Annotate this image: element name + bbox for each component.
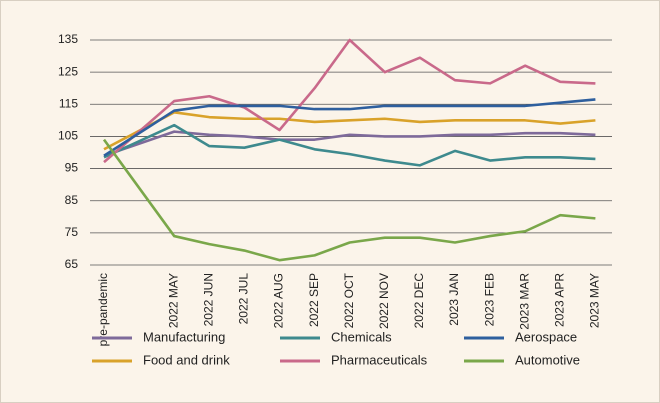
x-tick-label: 2022 MAY: [166, 273, 180, 328]
y-tick-label: 125: [58, 64, 78, 78]
x-tick-label: 2022 NOV: [377, 273, 391, 329]
grid: 65 75 85 95 105 115 125 135 pre-pandemic 2022 MAY…: [58, 32, 612, 346]
x-tick-label: 2023 APR: [552, 273, 566, 327]
x-tick-label: 2022 DEC: [412, 273, 426, 329]
series-line: [103, 111, 596, 151]
lines: [102, 38, 596, 262]
legend-label: Chemicals: [331, 329, 392, 344]
y-tick-label: 95: [65, 161, 79, 175]
y-tick-label: 135: [58, 32, 78, 46]
legend-label: Manufacturing: [143, 329, 225, 344]
x-tick-label: 2023 MAY: [588, 273, 602, 328]
legend-label: Pharmaceuticals: [331, 352, 428, 367]
y-tick-label: 75: [65, 225, 79, 239]
y-tick-label: 85: [65, 193, 79, 207]
x-tick-label: pre-pandemic: [96, 273, 110, 346]
y-tick-label: 115: [59, 96, 78, 110]
legend-label: Food and drink: [143, 352, 230, 367]
series-line: [103, 123, 596, 167]
x-tick-label: 2022 SEP: [307, 273, 321, 327]
series-line: [102, 138, 596, 262]
x-tick-label: 2023 MAR: [517, 273, 531, 330]
x-tick-label: 2022 JUL: [237, 273, 251, 325]
x-tick-label: 2023 FEB: [482, 273, 496, 326]
legend-label: Aerospace: [515, 329, 577, 344]
x-tick-label: 2022 JUN: [201, 273, 215, 326]
x-tick-label: 2022 OCT: [342, 272, 356, 328]
series-line: [103, 130, 596, 157]
series-line: [103, 98, 596, 157]
x-tick-label: 2022 AUG: [272, 273, 286, 328]
legend-label: Automotive: [515, 352, 580, 367]
y-tick-label: 65: [65, 257, 79, 271]
legend: Manufacturing Food and drink Chemicals Phar…: [92, 329, 580, 367]
x-tick-label: 2023 JAN: [447, 273, 461, 326]
series-line: [103, 38, 596, 164]
y-tick-label: 105: [58, 129, 78, 143]
